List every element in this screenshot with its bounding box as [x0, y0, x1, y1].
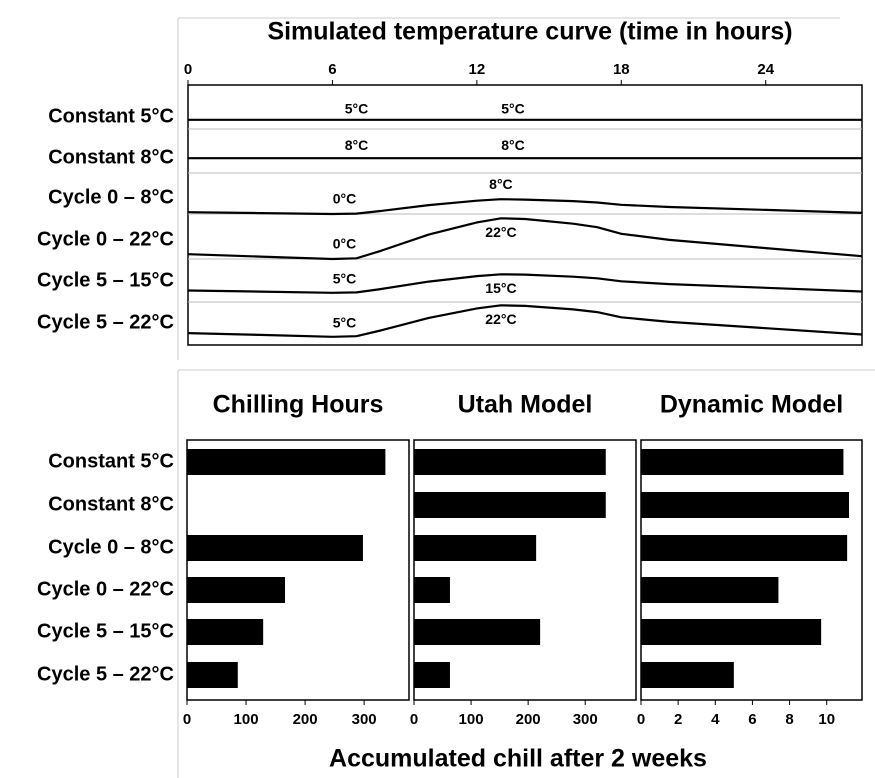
- temperature-line: [187, 304, 863, 338]
- category-label: Constant 8°C: [48, 493, 174, 515]
- x-tick-label: 200: [516, 711, 541, 728]
- plot-frame: [187, 84, 863, 346]
- bar: [641, 577, 779, 603]
- x-tick-label: 300: [352, 711, 377, 728]
- x-tick-label: 6: [328, 61, 336, 78]
- category-label: Cycle 5 – 22°C: [37, 663, 174, 685]
- temperature-line: [187, 273, 863, 294]
- bar: [414, 535, 537, 561]
- chart-title: Simulated temperature curve (time in hou…: [267, 18, 792, 46]
- panel-frame: [640, 439, 863, 701]
- temperature-annotation: 5°C: [345, 100, 369, 116]
- temperature-annotation: 5°C: [333, 270, 357, 286]
- bar: [414, 619, 541, 645]
- x-tick-label: 18: [613, 61, 630, 78]
- bar: [641, 535, 848, 561]
- temperature-annotation: 0°C: [333, 236, 357, 252]
- bar: [414, 449, 606, 475]
- x-tick-label: 0: [410, 711, 418, 728]
- category-label: Cycle 5 – 15°C: [37, 620, 174, 642]
- bar: [641, 449, 844, 475]
- category-label: Cycle 0 – 8°C: [48, 536, 174, 558]
- x-tick-label: 0: [184, 61, 192, 78]
- bar: [187, 449, 386, 475]
- bar: [187, 662, 238, 688]
- panel-title: Utah Model: [458, 391, 593, 419]
- x-tick-label: 8: [785, 711, 793, 728]
- temperature-line: [187, 198, 863, 216]
- bar: [187, 535, 363, 561]
- row-label: Constant 8°C: [48, 146, 174, 168]
- x-tick-label: 10: [818, 711, 835, 728]
- panel-frame: [186, 439, 410, 701]
- bar: [641, 619, 822, 645]
- row-label: Cycle 0 – 22°C: [37, 228, 174, 250]
- x-tick-label: 100: [459, 711, 484, 728]
- x-tick-label: 24: [757, 61, 774, 78]
- bar: [187, 577, 286, 603]
- temperature-annotation: 15°C: [485, 280, 516, 296]
- category-label: Constant 5°C: [48, 450, 174, 472]
- x-tick-label: 12: [469, 61, 486, 78]
- bar: [414, 492, 606, 518]
- temperature-annotation: 22°C: [485, 311, 516, 327]
- bar: [414, 577, 450, 603]
- x-tick-label: 6: [748, 711, 756, 728]
- panel-title: Chilling Hours: [213, 391, 384, 419]
- bar: [641, 492, 849, 518]
- x-tick-label: 0: [637, 711, 645, 728]
- panel-title: Dynamic Model: [660, 391, 843, 419]
- temperature-annotation: 8°C: [489, 176, 513, 192]
- temperature-annotation: 0°C: [333, 191, 357, 207]
- x-tick-label: 300: [573, 711, 598, 728]
- temperature-annotation: 8°C: [501, 137, 525, 153]
- x-tick-label: 0: [183, 711, 191, 728]
- temperature-line: [187, 217, 863, 261]
- x-tick-label: 2: [674, 711, 682, 728]
- bar: [187, 619, 264, 645]
- row-label: Cycle 5 – 22°C: [37, 311, 174, 333]
- bar: [414, 662, 450, 688]
- x-axis-label: Accumulated chill after 2 weeks: [329, 745, 707, 773]
- x-tick-label: 100: [234, 711, 259, 728]
- row-label: Constant 5°C: [48, 105, 174, 127]
- temperature-annotation: 5°C: [333, 314, 357, 330]
- row-label: Cycle 0 – 8°C: [48, 186, 174, 208]
- temperature-annotation: 8°C: [345, 137, 369, 153]
- x-tick-label: 4: [711, 711, 720, 728]
- panel-frame: [413, 439, 637, 701]
- temperature-annotation: 5°C: [501, 100, 525, 116]
- temperature-annotation: 22°C: [485, 224, 516, 240]
- x-tick-label: 200: [293, 711, 318, 728]
- row-label: Cycle 5 – 15°C: [37, 269, 174, 291]
- category-label: Cycle 0 – 22°C: [37, 578, 174, 600]
- bar: [641, 662, 734, 688]
